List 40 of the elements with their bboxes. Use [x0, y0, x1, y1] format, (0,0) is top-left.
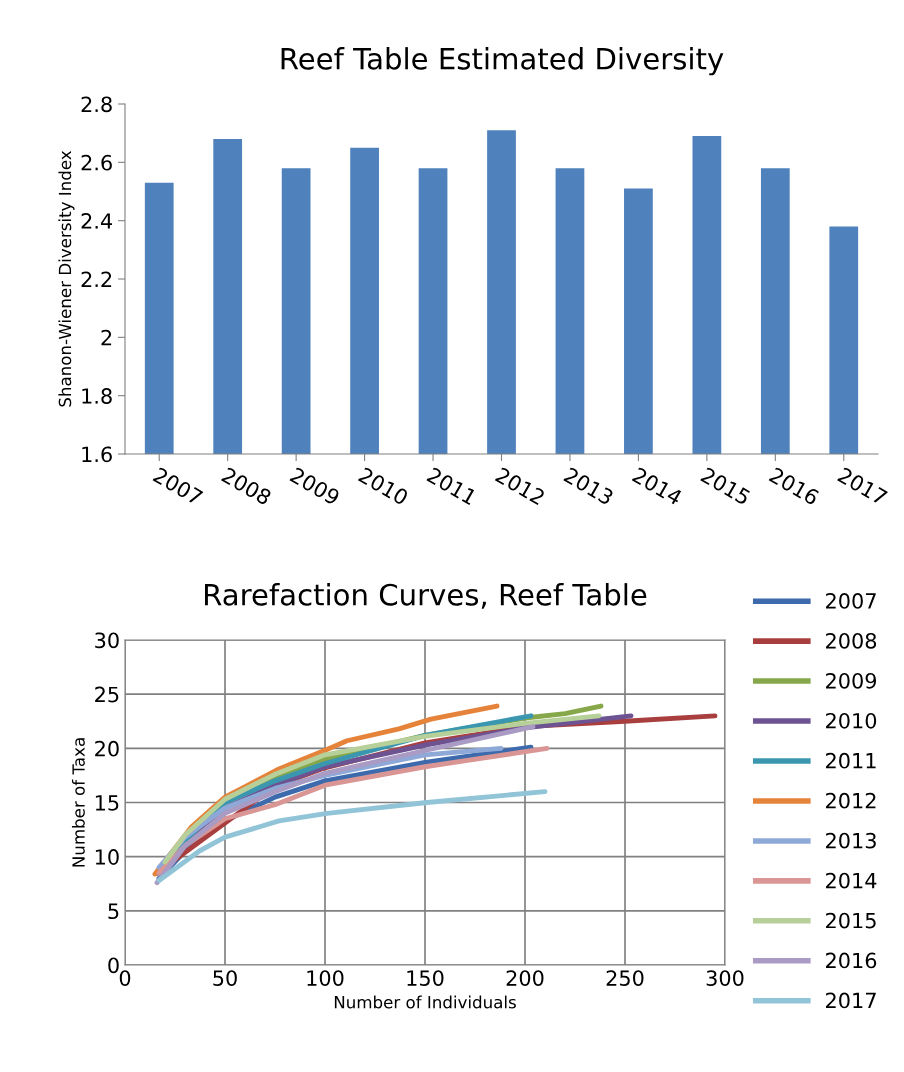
chart-title: Rarefaction Curves, Reef Table — [205, 583, 647, 609]
y-tick-label: 20 — [95, 740, 119, 757]
line-series — [156, 789, 548, 883]
legend-label: 2009 — [826, 672, 877, 689]
x-tick-label: 2017 — [837, 466, 888, 506]
y-tick-label: 15 — [95, 795, 119, 811]
y-tick-label: 30 — [95, 632, 119, 649]
legend-label: 2008 — [826, 632, 877, 649]
y-tick-label: 5 — [108, 903, 119, 920]
x-tick-label: 150 — [407, 970, 444, 986]
x-tick-label: 250 — [606, 970, 644, 986]
y-tick-label: 1.6 — [82, 446, 112, 463]
legend-label: 2007 — [826, 593, 876, 609]
x-tick-label: 0 — [119, 970, 131, 986]
y-tick-label: 2.4 — [81, 213, 113, 229]
legend-label: 2015 — [826, 912, 876, 929]
y-tick-label: 2.6 — [81, 154, 112, 171]
x-tick-label: 100 — [307, 970, 344, 986]
y-tick-label: 2 — [101, 329, 112, 346]
y-axis-title: Number of Taxa — [71, 738, 85, 867]
y-tick-label: 2.8 — [81, 96, 112, 113]
y-tick-label: 2.2 — [81, 271, 112, 287]
x-axis-title: Number of Individuals — [334, 995, 516, 1009]
x-tick-label: 50 — [213, 970, 237, 986]
y-axis-title: Shanon-Wiener Diversity Index — [58, 150, 75, 407]
legend-label: 2011 — [826, 752, 876, 769]
y-tick-label: 1.8 — [82, 388, 112, 404]
x-tick-label: 2007 — [152, 466, 204, 506]
legend-label: 2014 — [826, 872, 877, 889]
legend-label: 2016 — [826, 952, 877, 969]
y-tick-label: 25 — [95, 686, 119, 703]
legend-label: 2017 — [826, 992, 876, 1009]
y-tick-label: 0 — [108, 957, 119, 974]
legend-label: 2012 — [826, 792, 876, 809]
legend-label: 2010 — [826, 712, 877, 729]
x-tick-label: 200 — [506, 970, 544, 986]
y-tick-label: 10 — [95, 849, 119, 865]
x-tick-label: 300 — [706, 970, 744, 986]
chart-title: Reef Table Estimated Diversity — [281, 47, 724, 76]
legend-label: 2013 — [826, 832, 876, 849]
